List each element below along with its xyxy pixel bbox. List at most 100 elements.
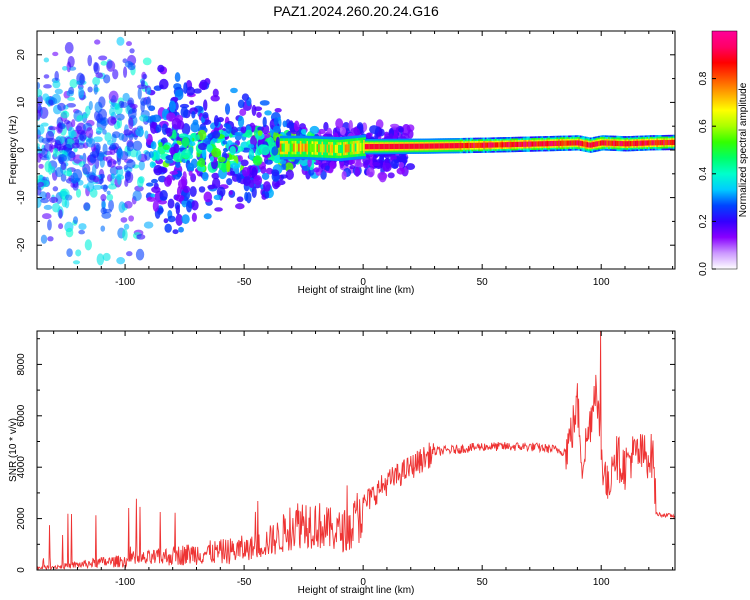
heatmap-cell — [213, 115, 219, 127]
heatmap-cell — [265, 167, 273, 175]
heatmap-cell — [37, 124, 45, 135]
snr-y-label: SNR (10 * v/v) — [8, 418, 19, 482]
x-tick-label: -50 — [237, 577, 252, 588]
heatmap-cell — [262, 116, 267, 128]
heatmap-cell — [172, 229, 179, 235]
heatmap-cell — [329, 144, 333, 153]
heatmap-cell — [638, 140, 641, 146]
heatmap-cell — [263, 181, 271, 192]
heatmap-cell — [71, 142, 80, 149]
heatmap-cell — [389, 143, 393, 150]
heatmap-cell — [221, 161, 228, 173]
heatmap-cell — [45, 192, 51, 199]
heatmap-cell — [70, 172, 79, 184]
heatmap-cell — [203, 191, 213, 203]
x-tick-label: 0 — [360, 577, 366, 588]
heatmap-cell — [513, 141, 516, 148]
heatmap-cell — [175, 194, 185, 202]
x-tick-label: 0 — [360, 277, 366, 288]
heatmap-cell — [386, 143, 390, 150]
heatmap-cell — [145, 182, 154, 187]
heatmap-cell — [528, 141, 531, 147]
heatmap-cell — [476, 142, 480, 148]
heatmap-cell — [89, 174, 96, 181]
heatmap-cell — [116, 257, 126, 265]
heatmap-cell — [489, 142, 493, 148]
heatmap-cell — [66, 103, 77, 108]
x-tick-label: -50 — [237, 277, 252, 288]
spectrogram-x-label: Height of straight line (km) — [298, 285, 415, 296]
heatmap-cell — [135, 150, 142, 161]
heatmap-cell — [261, 124, 270, 135]
heatmap-cell — [159, 190, 168, 201]
heatmap-cell — [459, 143, 463, 149]
heatmap-cell — [37, 147, 42, 155]
heatmap-cell — [611, 140, 615, 146]
heatmap-cell — [248, 143, 255, 149]
heatmap-cell — [47, 236, 54, 242]
snr-line — [37, 331, 675, 570]
heatmap-cell — [171, 117, 182, 130]
heatmap-cell — [361, 142, 365, 151]
heatmap-cell — [78, 133, 84, 141]
heatmap-cell — [181, 149, 191, 159]
heatmap-cell — [137, 176, 144, 188]
heatmap-cell — [181, 136, 190, 147]
heatmap-cell — [533, 141, 536, 147]
heatmap-cell — [454, 143, 458, 149]
heatmap-cell — [155, 124, 162, 133]
heatmap-cell — [108, 183, 117, 190]
heatmap-cell — [37, 152, 42, 163]
heatmap-cell — [78, 86, 85, 99]
heatmap-cell — [339, 126, 347, 136]
colorbar: 0.0 0.2 0.4 0.6 0.8 Normalized spectral ampl… — [698, 30, 749, 276]
heatmap-cell — [210, 94, 220, 102]
heatmap-cell — [659, 140, 663, 146]
heatmap-cell — [67, 96, 75, 102]
heatmap-cell — [529, 141, 533, 147]
heatmap-cell — [173, 143, 180, 154]
heatmap-cell — [641, 140, 645, 146]
heatmap-cell — [203, 99, 208, 112]
heatmap-cell — [79, 155, 84, 160]
y-tick-label: 6000 — [16, 404, 27, 427]
heatmap-cell — [354, 143, 358, 152]
heatmap-cell — [304, 143, 308, 152]
heatmap-cell — [538, 141, 541, 147]
heatmap-cell — [123, 66, 128, 78]
heatmap-cell — [388, 143, 391, 150]
heatmap-cell — [228, 153, 236, 160]
heatmap-cell — [508, 142, 511, 148]
heatmap-cell — [112, 69, 119, 80]
heatmap-cell — [629, 141, 633, 147]
heatmap-cell — [118, 132, 125, 141]
heatmap-cell — [66, 248, 73, 257]
heatmap-cell — [54, 70, 59, 81]
heatmap-cell — [65, 227, 74, 238]
heatmap-cell — [38, 163, 44, 169]
heatmap-cell — [198, 157, 206, 168]
heatmap-cell — [566, 140, 570, 146]
heatmap-cell — [636, 140, 640, 146]
heatmap-cell — [254, 132, 265, 140]
heatmap-cell — [40, 234, 48, 244]
colorbar-tick-label: 0.8 — [698, 71, 709, 85]
heatmap-cell — [358, 143, 361, 152]
heatmap-cell — [271, 146, 279, 156]
heatmap-cell — [413, 143, 416, 149]
y-tick-label: 8000 — [16, 353, 27, 376]
heatmap-cell — [390, 123, 400, 128]
heatmap-cell — [279, 143, 283, 152]
heatmap-cell — [61, 66, 68, 71]
colorbar-tick-label: 0.0 — [698, 262, 709, 276]
heatmap-cell — [664, 139, 668, 146]
heatmap-cell — [57, 154, 68, 163]
heatmap-cell — [631, 140, 635, 147]
heatmap-cell — [384, 143, 388, 150]
heatmap-cell — [58, 190, 69, 197]
heatmap-cell — [503, 142, 506, 148]
heatmap-cell — [67, 56, 75, 68]
heatmap-cell — [103, 74, 111, 84]
heatmap-cell — [423, 143, 426, 149]
heatmap-cell — [506, 142, 510, 148]
